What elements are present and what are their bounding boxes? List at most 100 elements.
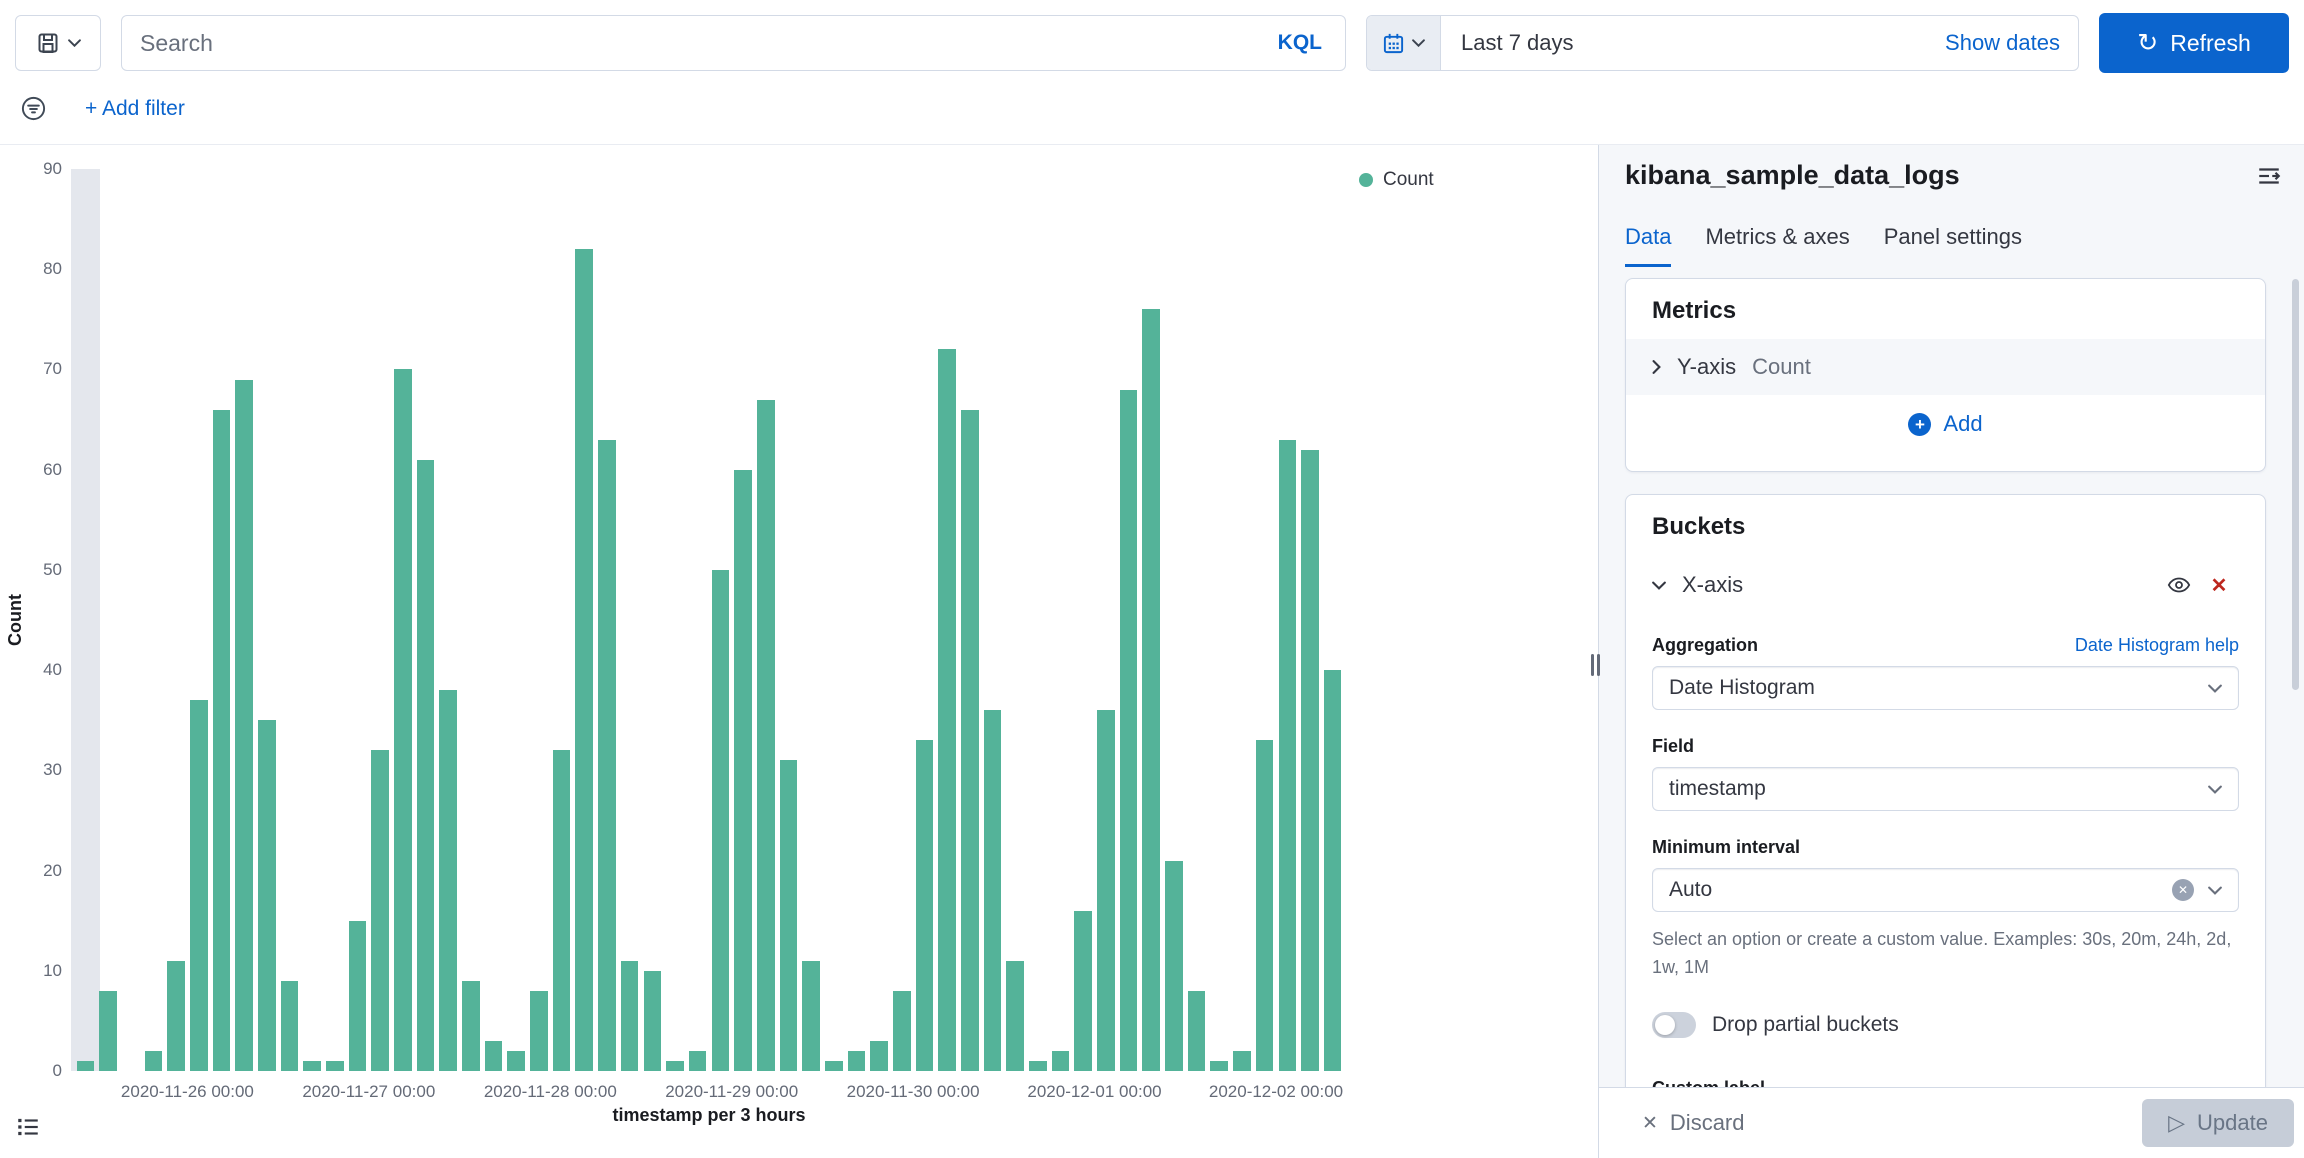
toggle-visibility-button[interactable]	[2159, 567, 2199, 603]
chart-bar[interactable]	[1323, 670, 1342, 1071]
legend-toggle-button[interactable]	[10, 1109, 46, 1145]
chart-bar[interactable]	[1006, 960, 1024, 1071]
chart-bar[interactable]	[824, 1061, 843, 1071]
chart-bar[interactable]	[983, 710, 1002, 1071]
chart-bar[interactable]	[1165, 860, 1183, 1071]
chart-bar[interactable]	[915, 740, 934, 1071]
tab-panel-settings[interactable]: Panel settings	[1884, 224, 2022, 267]
y-axis-metric-row[interactable]: Y-axis Count	[1626, 339, 2265, 395]
search-input[interactable]	[121, 15, 1346, 71]
y-axis-tick-label: 10	[43, 960, 62, 980]
plot-area: 0 10 20 30 40 50 60 70 80 90 2020-11-26 00:00 2020-…	[0, 145, 1598, 1158]
minimum-interval-combobox[interactable]: Auto ✕	[1652, 868, 2239, 912]
chart-bar[interactable]	[1119, 389, 1138, 1071]
collapse-panel-button[interactable]	[2256, 163, 2282, 194]
aggregation-help-link[interactable]: Date Histogram help	[2074, 635, 2239, 655]
update-button[interactable]: ▷ Update	[2142, 1099, 2294, 1147]
metrics-heading: Metrics	[1652, 297, 1737, 324]
chart-bar[interactable]	[303, 1061, 321, 1071]
chart-bar[interactable]	[666, 1061, 684, 1071]
chart-bar[interactable]	[394, 369, 412, 1071]
chart-bar[interactable]	[530, 990, 548, 1071]
sidebar-content: Metrics Y-axis Count + Add Buckets	[1599, 270, 2304, 1158]
filter-icon[interactable]	[20, 95, 47, 122]
field-select[interactable]: timestamp	[1652, 767, 2239, 811]
chevron-down-icon	[2208, 886, 2222, 895]
scrollbar-thumb[interactable]	[2292, 279, 2299, 690]
chart-bar[interactable]	[1255, 740, 1274, 1071]
chart-bar[interactable]	[779, 760, 798, 1071]
legend-item-count[interactable]: Count	[1359, 169, 1434, 191]
chart-bar[interactable]	[235, 379, 253, 1071]
tab-data[interactable]: Data	[1625, 224, 1672, 267]
chart-bar[interactable]	[144, 1051, 163, 1071]
chart-bar[interactable]	[371, 750, 389, 1071]
list-icon	[18, 1118, 38, 1136]
chart-bar[interactable]	[257, 720, 276, 1071]
chart-bar[interactable]	[1233, 1051, 1251, 1071]
chart-bar[interactable]	[552, 750, 571, 1071]
chart-bar[interactable]	[326, 1061, 344, 1071]
chart-bar[interactable]	[462, 980, 480, 1071]
chart-bar[interactable]	[167, 960, 185, 1071]
chart-bar[interactable]	[1142, 309, 1161, 1071]
chart-bar[interactable]	[938, 349, 956, 1071]
chart-bar[interactable]	[1187, 990, 1206, 1071]
clear-selection-icon[interactable]: ✕	[2172, 879, 2194, 901]
refresh-button[interactable]: ↻ Refresh	[2099, 13, 2289, 73]
chart-bar[interactable]	[1210, 1061, 1229, 1071]
x-axis-title: timestamp per 3 hours	[612, 1105, 806, 1125]
chart-bar[interactable]	[507, 1051, 526, 1071]
chart-bar[interactable]	[212, 409, 231, 1071]
field-value: timestamp	[1669, 777, 1766, 800]
chart-bar[interactable]	[575, 249, 594, 1071]
discard-button[interactable]: ✕ Discard	[1642, 1110, 1745, 1136]
chart-bar[interactable]	[484, 1040, 503, 1071]
date-quick-select-button[interactable]	[1367, 16, 1441, 70]
buckets-heading: Buckets	[1652, 513, 1746, 540]
chart-bar[interactable]	[1029, 1061, 1047, 1071]
add-metric-button[interactable]: + Add	[1652, 395, 2239, 453]
saved-query-menu-button[interactable]	[15, 15, 101, 71]
chart-bar[interactable]	[189, 700, 208, 1071]
chart-bar[interactable]	[439, 690, 458, 1071]
x-axis-bucket-row[interactable]: X-axis	[1652, 572, 1743, 598]
tab-metrics-axes[interactable]: Metrics & axes	[1705, 224, 1849, 267]
chart-bar[interactable]	[961, 409, 979, 1071]
chart-bar[interactable]	[76, 1061, 95, 1071]
chart-bar[interactable]	[1097, 710, 1115, 1071]
drop-partial-buckets-toggle[interactable]	[1652, 1011, 1696, 1038]
legend-color-dot	[1359, 173, 1373, 187]
chart-bar[interactable]	[734, 469, 752, 1071]
chart-bar[interactable]	[99, 990, 117, 1071]
chevron-down-icon	[1652, 581, 1666, 590]
chart-bar[interactable]	[802, 960, 820, 1071]
index-pattern-title: kibana_sample_data_logs	[1625, 160, 1960, 190]
chart-bar[interactable]	[1051, 1051, 1070, 1071]
chart-bar[interactable]	[620, 960, 639, 1071]
chart-bar[interactable]	[1278, 439, 1297, 1071]
chart-bar[interactable]	[348, 920, 367, 1071]
chart-bar[interactable]	[892, 990, 911, 1071]
kql-language-button[interactable]: KQL	[1256, 17, 1344, 69]
aggregation-select[interactable]: Date Histogram	[1652, 666, 2239, 710]
date-range-value[interactable]: Last 7 days	[1461, 30, 1574, 55]
chart-bar[interactable]	[870, 1040, 888, 1071]
drop-partial-buckets-label: Drop partial buckets	[1712, 1012, 1899, 1036]
panel-resize-handle[interactable]	[1591, 654, 1601, 676]
chart-bar[interactable]	[688, 1051, 707, 1071]
remove-bucket-button[interactable]: ✕	[2199, 567, 2239, 603]
chart-bar[interactable]	[1074, 910, 1093, 1071]
chart-bar[interactable]	[280, 980, 299, 1071]
chart-bar[interactable]	[711, 569, 730, 1071]
x-axis-tick-label: 2020-11-26 00:00	[120, 1082, 254, 1101]
chart-bar[interactable]	[847, 1051, 866, 1071]
show-dates-button[interactable]: Show dates	[1927, 30, 2078, 56]
sidebar-footer: ✕ Discard ▷ Update	[1599, 1087, 2304, 1158]
chart-bar[interactable]	[598, 439, 616, 1071]
add-filter-button[interactable]: + Add filter	[85, 96, 185, 120]
chart-bar[interactable]	[756, 399, 775, 1071]
chart-bar[interactable]	[643, 970, 662, 1071]
chart-bar[interactable]	[416, 459, 435, 1071]
chart-bar[interactable]	[1301, 449, 1319, 1071]
